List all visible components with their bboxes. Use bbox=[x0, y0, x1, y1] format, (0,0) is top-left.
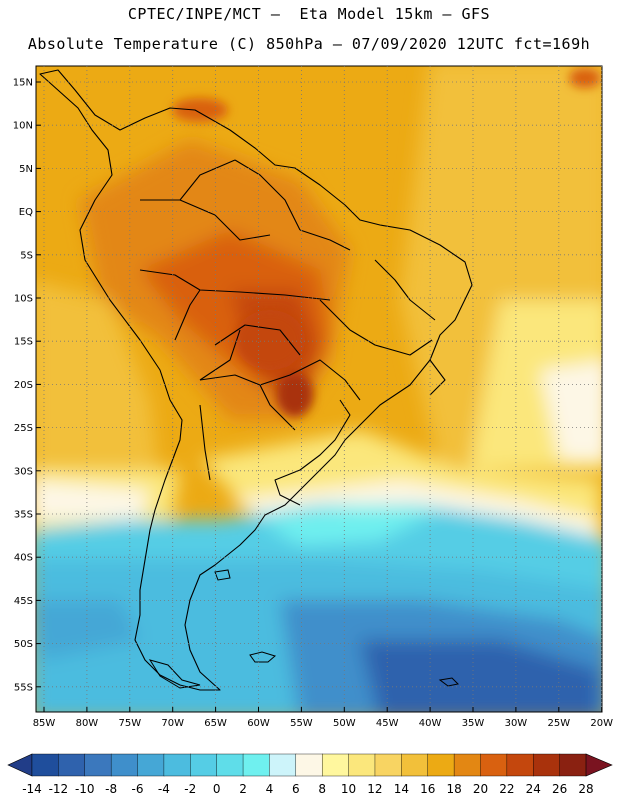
colorbar-segment bbox=[427, 753, 455, 777]
colorbar-segment bbox=[295, 753, 323, 777]
lon-tick-label: 60W bbox=[247, 718, 270, 729]
colorbar-label: -2 bbox=[184, 782, 196, 796]
colorbar-segment bbox=[137, 753, 165, 777]
lon-tick-label: 65W bbox=[204, 718, 227, 729]
colorbar-segment bbox=[58, 753, 86, 777]
colorbar-segment bbox=[163, 753, 191, 777]
lat-tick-label: 15N bbox=[13, 78, 33, 89]
lat-tick-label: 10S bbox=[14, 294, 33, 305]
colorbar-segment bbox=[84, 753, 112, 777]
colorbar-label: 10 bbox=[341, 782, 356, 796]
colorbar-segment bbox=[348, 753, 376, 777]
colorbar-label: 6 bbox=[292, 782, 300, 796]
colorbar-label: 8 bbox=[318, 782, 326, 796]
colorbar-segment bbox=[480, 753, 508, 777]
colorbar-segment bbox=[190, 753, 218, 777]
lon-tick-label: 55W bbox=[290, 718, 313, 729]
lat-tick-label: 35S bbox=[14, 510, 33, 521]
colorbar-label: -8 bbox=[105, 782, 117, 796]
temperature-field bbox=[36, 66, 602, 712]
colorbar-segment bbox=[533, 753, 561, 777]
colorbar-label: 26 bbox=[552, 782, 567, 796]
colorbar-over-arrow bbox=[585, 753, 613, 777]
colorbar-label: 20 bbox=[473, 782, 488, 796]
lat-tick-label: 50S bbox=[14, 639, 33, 650]
lat-tick-label: 15S bbox=[14, 337, 33, 348]
colorbar-segment bbox=[453, 753, 481, 777]
colorbar-segment bbox=[242, 753, 270, 777]
colorbar-segment bbox=[321, 753, 350, 777]
lat-tick-label: 45S bbox=[14, 596, 33, 607]
colorbar-label: -10 bbox=[75, 782, 95, 796]
colorbar-label: 2 bbox=[239, 782, 247, 796]
lon-tick-label: 50W bbox=[333, 718, 356, 729]
lon-tick-label: 85W bbox=[33, 718, 56, 729]
lat-tick-label: 5N bbox=[19, 164, 33, 175]
map-title-line-1: CPTEC/INPE/MCT – Eta Model 15km – GFS bbox=[127, 5, 491, 23]
lon-tick-label: 45W bbox=[376, 718, 399, 729]
colorbar-segment bbox=[559, 753, 587, 777]
lon-tick-label: 30W bbox=[505, 718, 528, 729]
colorbar-segment bbox=[374, 753, 402, 777]
colorbar-segment bbox=[401, 753, 429, 777]
colorbar-label: -14 bbox=[22, 782, 42, 796]
colorbar: -14 -12 -10 -8 -6 -4 -2 0 2 4 6 8 10 12 14 16 18 20 22 24 26… bbox=[7, 753, 613, 796]
lon-tick-label: 75W bbox=[118, 718, 141, 729]
colorbar-label: 24 bbox=[526, 782, 541, 796]
axis-labels: 15N 10N 5N EQ 5S 10S 15S 20S 25S 30S 35S 40S 45S 50S 5… bbox=[13, 78, 613, 730]
lat-tick-label: 55S bbox=[14, 682, 33, 693]
islands bbox=[148, 569, 460, 689]
colorbar-label: 0 bbox=[213, 782, 221, 796]
colorbar-label: -6 bbox=[132, 782, 144, 796]
lon-tick-label: 70W bbox=[161, 718, 184, 729]
lon-tick-label: 80W bbox=[76, 718, 99, 729]
colorbar-segment bbox=[269, 753, 297, 777]
lat-tick-label: 25S bbox=[14, 423, 33, 434]
lat-tick-label: 20S bbox=[14, 380, 33, 391]
colorbar-label: 14 bbox=[394, 782, 409, 796]
lat-tick-label: 30S bbox=[14, 466, 33, 477]
colorbar-label: -4 bbox=[158, 782, 170, 796]
map-title-line-2: Absolute Temperature (C) 850hPa – 07/09/… bbox=[27, 35, 591, 53]
lon-tick-label: 35W bbox=[462, 718, 485, 729]
colorbar-segment bbox=[110, 753, 139, 777]
lon-tick-label: 40W bbox=[419, 718, 442, 729]
lon-tick-label: 20W bbox=[590, 718, 613, 729]
colorbar-label: 22 bbox=[499, 782, 514, 796]
lat-tick-label: EQ bbox=[19, 207, 33, 218]
lat-tick-label: 5S bbox=[20, 250, 33, 261]
colorbar-segment bbox=[31, 753, 59, 777]
colorbar-label: 28 bbox=[578, 782, 593, 796]
lon-tick-label: 25W bbox=[547, 718, 570, 729]
coastline bbox=[39, 69, 473, 691]
colorbar-label: -12 bbox=[49, 782, 69, 796]
colorbar-segment bbox=[216, 753, 244, 777]
colorbar-label: 12 bbox=[367, 782, 382, 796]
map-frame bbox=[35, 65, 603, 713]
colorbar-label: 4 bbox=[266, 782, 274, 796]
colorbar-label: 18 bbox=[446, 782, 461, 796]
lat-tick-label: 10N bbox=[13, 121, 33, 132]
colorbar-label: 16 bbox=[420, 782, 435, 796]
colorbar-under-arrow bbox=[7, 753, 33, 777]
lat-tick-label: 40S bbox=[14, 553, 33, 564]
colorbar-segment bbox=[506, 753, 534, 777]
